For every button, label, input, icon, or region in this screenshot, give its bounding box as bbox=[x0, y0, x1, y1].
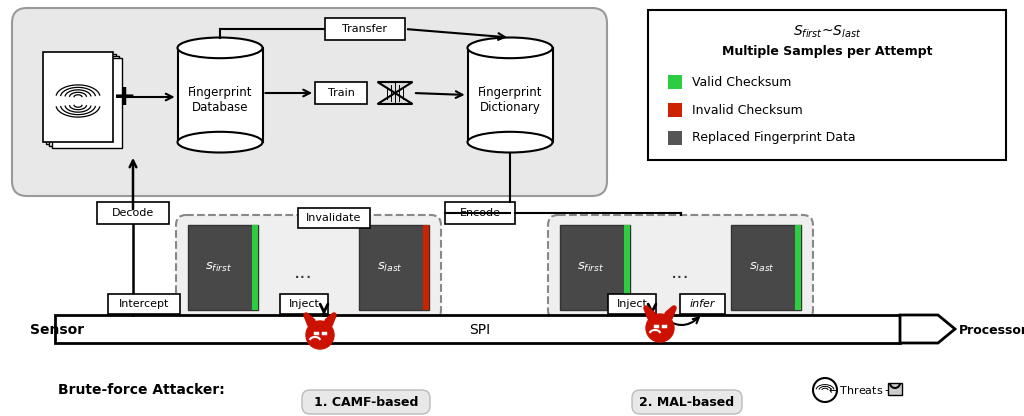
Bar bbox=[298, 208, 370, 228]
Text: ...: ... bbox=[671, 263, 690, 282]
Text: 1. CAMF-based: 1. CAMF-based bbox=[313, 396, 418, 409]
Ellipse shape bbox=[468, 37, 553, 58]
Text: Invalid Checksum: Invalid Checksum bbox=[692, 104, 803, 116]
Text: Valid Checksum: Valid Checksum bbox=[692, 75, 792, 89]
Bar bbox=[423, 225, 429, 310]
Bar bbox=[55, 315, 900, 343]
Text: $S_{first}$~$S_{last}$: $S_{first}$~$S_{last}$ bbox=[793, 24, 861, 40]
Text: $s_{last}$: $s_{last}$ bbox=[749, 260, 775, 274]
Bar bbox=[252, 225, 258, 310]
Text: Brute-force Attacker:: Brute-force Attacker: bbox=[58, 383, 224, 397]
Text: Multiple Samples per Attempt: Multiple Samples per Attempt bbox=[722, 45, 932, 59]
Bar bbox=[359, 225, 429, 310]
Bar bbox=[188, 225, 258, 310]
Ellipse shape bbox=[468, 132, 553, 153]
Bar bbox=[560, 225, 630, 310]
Ellipse shape bbox=[177, 37, 262, 58]
FancyBboxPatch shape bbox=[632, 390, 742, 414]
Text: Sensor: Sensor bbox=[30, 323, 84, 337]
Bar bbox=[624, 225, 630, 310]
Bar bbox=[325, 18, 406, 40]
FancyBboxPatch shape bbox=[176, 215, 441, 320]
Text: Decode: Decode bbox=[112, 208, 155, 218]
FancyBboxPatch shape bbox=[302, 390, 430, 414]
Text: Intercept: Intercept bbox=[119, 299, 169, 309]
Bar bbox=[668, 75, 682, 89]
Bar bbox=[795, 225, 801, 310]
Bar bbox=[445, 202, 515, 224]
Polygon shape bbox=[900, 315, 955, 343]
Bar bbox=[668, 131, 682, 145]
Text: 2. MAL-based: 2. MAL-based bbox=[639, 396, 734, 409]
Text: Processor: Processor bbox=[958, 324, 1024, 337]
Bar bbox=[52, 58, 122, 148]
Bar bbox=[280, 294, 328, 314]
Text: $\leftarrow$Threats$\rightarrow$: $\leftarrow$Threats$\rightarrow$ bbox=[825, 384, 894, 396]
Text: $s_{first}$: $s_{first}$ bbox=[578, 261, 604, 274]
Bar bbox=[108, 294, 180, 314]
Bar bbox=[97, 202, 169, 224]
Bar bbox=[680, 294, 725, 314]
Text: Replaced Fingerprint Data: Replaced Fingerprint Data bbox=[692, 131, 856, 144]
Bar bbox=[46, 54, 116, 144]
Bar bbox=[177, 48, 262, 142]
Bar bbox=[888, 383, 902, 395]
Polygon shape bbox=[378, 82, 413, 104]
Text: +: + bbox=[114, 83, 136, 111]
Text: Invalidate: Invalidate bbox=[306, 213, 361, 223]
Bar bbox=[315, 82, 367, 104]
FancyBboxPatch shape bbox=[548, 215, 813, 320]
Bar bbox=[648, 10, 1006, 160]
Bar bbox=[668, 103, 682, 117]
Circle shape bbox=[306, 321, 334, 349]
Text: Encode: Encode bbox=[460, 208, 501, 218]
FancyBboxPatch shape bbox=[12, 8, 607, 196]
Bar bbox=[43, 52, 113, 142]
Text: ...: ... bbox=[294, 263, 313, 282]
Bar bbox=[608, 294, 656, 314]
Bar bbox=[49, 56, 119, 146]
Text: Transfer: Transfer bbox=[342, 24, 387, 34]
Text: infer: infer bbox=[690, 299, 715, 309]
Text: $s_{last}$: $s_{last}$ bbox=[377, 260, 403, 274]
Text: Train: Train bbox=[328, 88, 354, 98]
Bar bbox=[468, 48, 553, 142]
Circle shape bbox=[646, 314, 674, 342]
Text: $s_{first}$: $s_{first}$ bbox=[206, 261, 232, 274]
Text: Fingerprint
Database: Fingerprint Database bbox=[187, 86, 252, 114]
Text: Fingerprint
Dictionary: Fingerprint Dictionary bbox=[478, 86, 543, 114]
Text: Inject: Inject bbox=[289, 299, 319, 309]
Ellipse shape bbox=[177, 132, 262, 153]
Text: Inject: Inject bbox=[616, 299, 647, 309]
Bar bbox=[731, 225, 801, 310]
Text: SPI: SPI bbox=[469, 323, 490, 337]
